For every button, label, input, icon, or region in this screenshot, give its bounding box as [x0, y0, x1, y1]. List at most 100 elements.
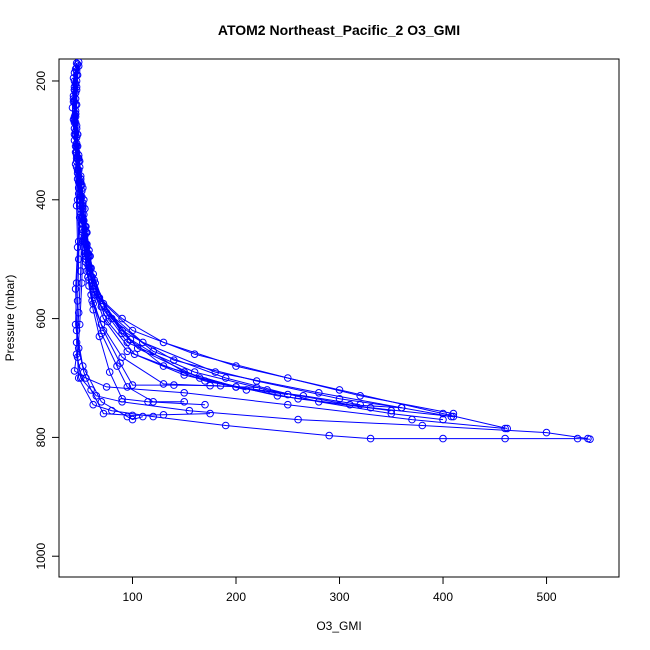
data-point: [76, 172, 85, 180]
data-point: [123, 347, 132, 356]
data-point: [180, 389, 188, 397]
data-point: [159, 380, 168, 388]
data-point: [366, 434, 375, 443]
data-point: [105, 368, 114, 376]
data-point: [89, 305, 97, 314]
chart-title: ATOM2 Northeast_Pacific_2 O3_GMI: [218, 22, 460, 38]
data-point: [221, 421, 230, 430]
data-point: [99, 409, 108, 418]
series-line: [75, 66, 402, 409]
data-point: [73, 353, 82, 362]
data-point: [130, 350, 139, 359]
data-point: [170, 381, 178, 389]
data-point: [252, 383, 261, 392]
data-point: [418, 421, 427, 430]
data-point: [315, 389, 323, 397]
data-point: [78, 225, 86, 234]
series-line: [75, 158, 211, 416]
data-point: [103, 317, 112, 326]
data-point: [89, 400, 97, 409]
series-group: [68, 59, 594, 444]
data-point: [180, 398, 188, 406]
data-point: [201, 377, 209, 385]
data-point: [79, 184, 87, 192]
data-point: [79, 237, 87, 246]
data-point: [221, 374, 230, 382]
data-point: [118, 398, 126, 406]
y-axis-label: Pressure (mbar): [3, 275, 17, 362]
data-point: [85, 282, 93, 290]
data-point: [113, 362, 121, 370]
data-point: [72, 67, 81, 75]
data-point: [159, 338, 168, 347]
data-point: [102, 383, 111, 391]
series-line: [73, 64, 452, 418]
data-point: [92, 392, 101, 400]
series-line: [71, 77, 247, 391]
y-tick-label: 600: [34, 308, 48, 328]
data-point: [284, 400, 292, 409]
series-line: [73, 83, 257, 388]
data-point: [449, 412, 458, 421]
data-point: [211, 368, 220, 376]
data-point: [71, 285, 80, 293]
series-layer: [68, 59, 594, 444]
data-point: [501, 434, 509, 443]
data-point: [294, 415, 302, 424]
series-line: [76, 74, 454, 418]
plot-frame: [58, 58, 620, 578]
y-tick-label: 800: [34, 427, 48, 447]
data-point: [216, 381, 225, 390]
data-point: [139, 412, 147, 421]
data-point: [447, 412, 456, 421]
data-point: [128, 415, 137, 424]
data-point: [185, 406, 194, 415]
data-point: [294, 395, 302, 403]
x-axis: 100 200 300 400 500: [122, 576, 557, 604]
data-point: [74, 374, 83, 382]
data-point: [206, 409, 214, 418]
data-point: [201, 400, 209, 409]
data-point: [325, 431, 334, 440]
series-line: [73, 61, 508, 429]
data-point: [335, 395, 344, 403]
data-point: [139, 338, 147, 347]
y-tick-label: 200: [34, 71, 48, 91]
x-axis-label: O3_GMI: [316, 619, 361, 633]
data-point: [95, 332, 104, 341]
series-line: [75, 80, 392, 412]
data-point: [75, 320, 84, 329]
data-point: [128, 411, 137, 420]
data-point: [70, 367, 79, 375]
data-point: [87, 386, 95, 394]
series-line: [72, 86, 221, 387]
data-point: [118, 314, 126, 323]
data-point: [356, 392, 365, 400]
y-tick-label: 1000: [34, 543, 48, 570]
series-line: [75, 89, 185, 403]
x-tick-label: 300: [330, 590, 350, 604]
x-tick-label: 100: [122, 590, 142, 604]
series-line: [73, 92, 206, 406]
data-point: [542, 428, 551, 437]
series-line: [72, 69, 361, 406]
data-point: [78, 279, 86, 287]
data-point: [71, 89, 80, 97]
data-point: [123, 383, 132, 391]
data-point: [284, 374, 292, 382]
series-line: [73, 67, 444, 421]
data-point: [71, 160, 80, 168]
data-point: [501, 424, 509, 433]
data-point: [180, 371, 188, 379]
data-point: [97, 398, 106, 406]
data-point: [71, 118, 80, 127]
data-point: [584, 434, 592, 443]
data-point: [80, 196, 88, 204]
series-line: [77, 199, 588, 440]
y-tick-label: 400: [34, 189, 48, 209]
data-point: [439, 434, 447, 443]
data-point: [108, 406, 116, 415]
data-point: [573, 434, 582, 443]
data-point: [76, 374, 85, 382]
